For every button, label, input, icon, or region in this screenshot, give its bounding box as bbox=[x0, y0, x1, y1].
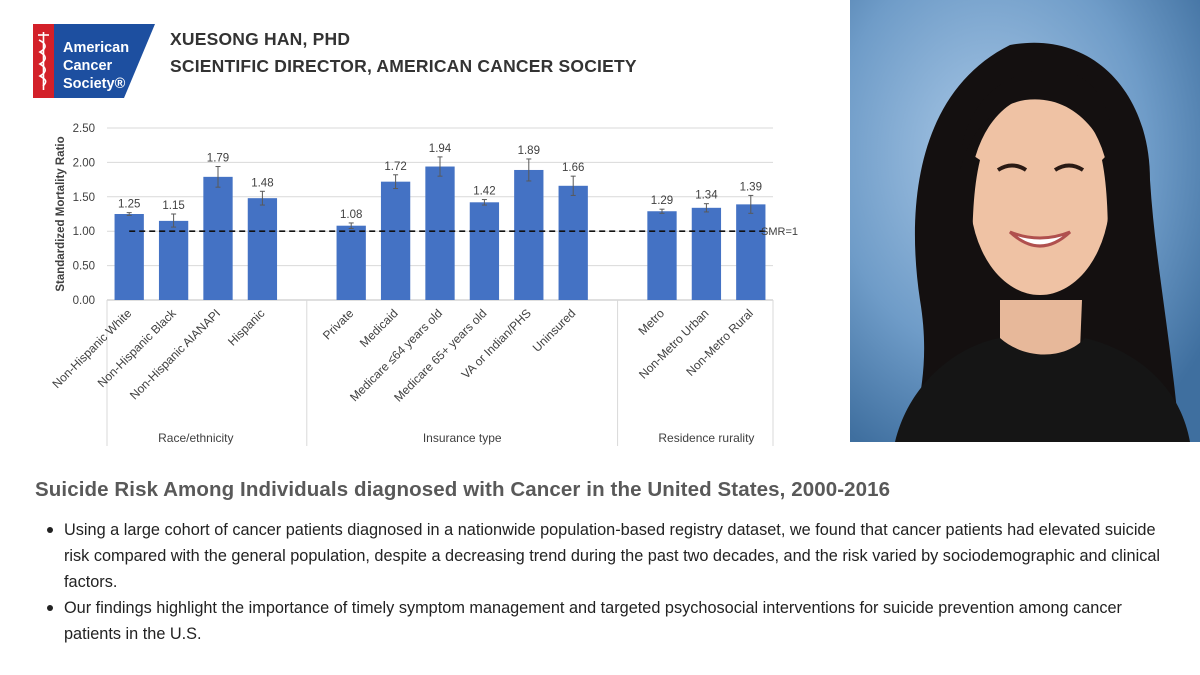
chart-svg: 0.00 0.50 1.00 1.50 2.00 2.50 Standardized Mor… bbox=[49, 123, 798, 446]
x-group-label: Residence rurality bbox=[658, 431, 754, 445]
data-label: 1.89 bbox=[518, 145, 540, 157]
x-category-label: Uninsured bbox=[530, 306, 579, 355]
bar bbox=[247, 198, 278, 300]
bar bbox=[158, 220, 189, 300]
bar bbox=[558, 185, 588, 300]
data-label: 1.42 bbox=[473, 186, 495, 198]
logo-line-2: Cancer bbox=[63, 58, 113, 74]
findings-list: Using a large cohort of cancer patients … bbox=[35, 517, 1175, 647]
data-label: 1.72 bbox=[384, 161, 406, 173]
smr-bar-chart: 0.00 0.50 1.00 1.50 2.00 2.50 Standardized Mor… bbox=[30, 108, 820, 453]
x-category-label: Private bbox=[320, 306, 357, 343]
x-category-label: Hispanic bbox=[225, 306, 267, 348]
x-group-label: Race/ethnicity bbox=[158, 431, 233, 445]
speaker-name: XUESONG HAN, PHD bbox=[170, 29, 351, 49]
bar bbox=[203, 176, 233, 300]
american-cancer-society-logo: American Cancer Society® bbox=[33, 24, 155, 98]
data-label: 1.66 bbox=[562, 162, 584, 174]
bar bbox=[514, 169, 544, 300]
bar bbox=[736, 204, 766, 300]
y-tick-label: 2.00 bbox=[73, 157, 95, 169]
data-label: 1.08 bbox=[340, 209, 362, 221]
x-category-label: Non-Hispanic White bbox=[49, 306, 134, 391]
data-label: 1.34 bbox=[695, 190, 718, 202]
speaker-photo bbox=[850, 0, 1200, 442]
data-label: 1.39 bbox=[740, 181, 762, 193]
bar bbox=[425, 166, 455, 300]
bar bbox=[647, 211, 677, 300]
logo-line-3: Society® bbox=[63, 76, 126, 92]
data-label: 1.15 bbox=[162, 200, 184, 212]
bar bbox=[114, 214, 144, 300]
bullet-dot bbox=[47, 605, 53, 611]
bar bbox=[469, 202, 500, 300]
data-label: 1.29 bbox=[651, 195, 673, 207]
y-tick-label: 0.00 bbox=[73, 295, 95, 307]
bar bbox=[691, 207, 722, 300]
logo-line-1: American bbox=[63, 40, 129, 56]
y-tick-label: 0.50 bbox=[73, 261, 95, 273]
finding-bullet: Our findings highlight the importance of… bbox=[35, 595, 1175, 647]
data-label: 1.79 bbox=[207, 153, 229, 165]
y-axis-title: Standardized Mortality Ratio bbox=[55, 136, 67, 291]
bullet-dot bbox=[47, 527, 53, 533]
finding-bullet: Using a large cohort of cancer patients … bbox=[35, 517, 1175, 595]
data-label: 1.94 bbox=[429, 143, 452, 155]
study-headline: Suicide Risk Among Individuals diagnosed… bbox=[35, 478, 891, 501]
bar bbox=[336, 225, 366, 300]
finding-text: Our findings highlight the importance of… bbox=[64, 599, 1122, 643]
x-category-label: Medicaid bbox=[357, 306, 401, 350]
y-tick-label: 1.50 bbox=[73, 192, 95, 204]
speaker-title: SCIENTIFIC DIRECTOR, AMERICAN CANCER SOC… bbox=[170, 56, 637, 76]
data-label: 1.25 bbox=[118, 199, 140, 211]
x-group-label: Insurance type bbox=[423, 431, 502, 445]
finding-text: Using a large cohort of cancer patients … bbox=[64, 521, 1161, 591]
x-category-label: Metro bbox=[636, 306, 668, 338]
speaker-info: XUESONG HAN, PHD SCIENTIFIC DIRECTOR, AM… bbox=[170, 26, 637, 80]
y-tick-label: 1.00 bbox=[73, 226, 95, 238]
x-category-label: Non-Hispanic AIANAPI bbox=[127, 306, 223, 402]
reference-line-label: SMR=1 bbox=[761, 226, 798, 238]
data-label: 1.48 bbox=[251, 177, 273, 189]
y-tick-label: 2.50 bbox=[73, 123, 95, 135]
bar bbox=[380, 181, 411, 300]
